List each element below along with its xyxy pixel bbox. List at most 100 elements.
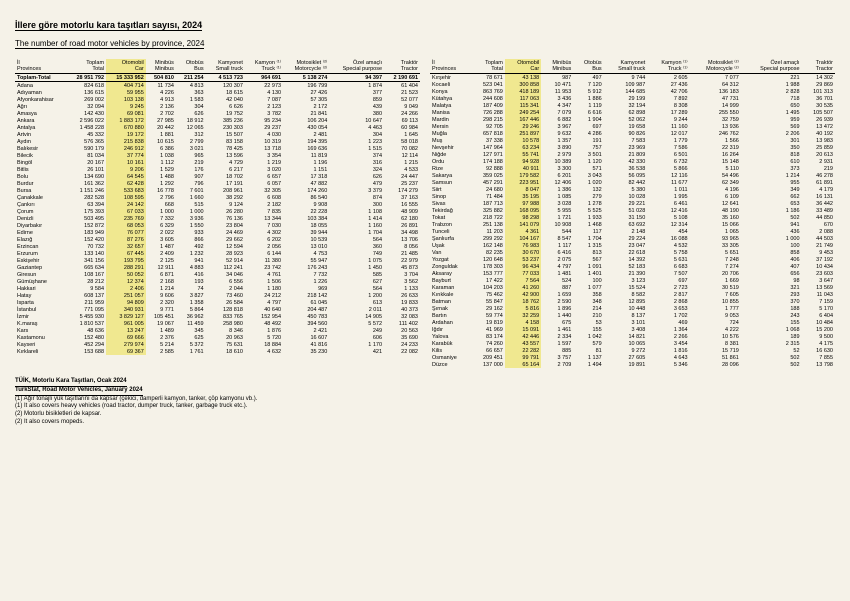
table-cell: 771 095 (66, 306, 106, 313)
table-cell: 66 657 (471, 347, 504, 354)
table-cell: 21 523 (384, 89, 420, 96)
table-cell: Kırıkkale (430, 291, 471, 298)
table-cell: 17 289 (647, 109, 689, 116)
table-row: Nevşehir147 96463 2343 89075723 9697 586… (430, 144, 835, 151)
table-cell: 1 223 (329, 138, 384, 145)
table-cell: 76 136 (206, 215, 245, 222)
table-cell: 349 (741, 186, 802, 193)
table-cell: 1 151 (283, 166, 329, 173)
table-cell: 14 999 (690, 102, 741, 109)
table-cell: 2 979 (541, 151, 573, 158)
table-cell: 2 136 (146, 103, 176, 110)
table-cell: 7 332 (146, 215, 176, 222)
table-cell: 3 562 (384, 278, 420, 285)
table-cell: 1 488 (146, 173, 176, 180)
table-cell: 221 (741, 74, 802, 82)
table-cell: 6 657 (245, 173, 283, 180)
table-row: Antalya1 458 228670 88020 44212 065230 3… (15, 124, 420, 131)
table-cell: 90 826 (604, 130, 648, 137)
table-cell: 358 (573, 291, 603, 298)
table-cell: Sinop (430, 193, 471, 200)
table-cell: 24 266 (384, 110, 420, 117)
table-cell: 77 033 (505, 270, 541, 277)
table-cell: 7 586 (647, 144, 689, 151)
table-cell: Denizli (15, 215, 66, 222)
table-cell: 62 898 (604, 109, 648, 116)
table-cell: 544 (541, 228, 573, 235)
table-cell: 3 704 (384, 271, 420, 278)
table-cell: Ardahan (430, 319, 471, 326)
table-cell: 13 936 (690, 123, 741, 130)
table-cell: 564 (329, 285, 384, 292)
table-cell: 7 087 (245, 96, 283, 103)
table-cell: 625 (176, 334, 206, 341)
table-cell: 2 799 (176, 138, 206, 145)
table-cell: Kars (15, 327, 66, 334)
table-cell: 1 108 (329, 208, 384, 215)
table-cell: 279 974 (106, 341, 146, 348)
table-cell: 6 871 (146, 271, 176, 278)
table-cell: 7 732 (283, 271, 329, 278)
table-cell: 5 108 (647, 214, 689, 221)
table-cell: 15 719 (690, 347, 741, 354)
table-cell: 48 909 (384, 208, 420, 215)
table-cell: 25 859 (802, 144, 835, 151)
footnote-line: (1) It also covers heavy vehicles (road … (15, 403, 247, 409)
table-row: Bilecik81 03437 7741 03896513 5963 35411… (15, 152, 420, 159)
table-cell: 8 056 (384, 243, 420, 250)
table-cell: 325 882 (471, 207, 504, 214)
table-cell: 27 426 (283, 89, 329, 96)
table-cell: 15 066 (690, 221, 741, 228)
table-cell: 2 723 (647, 284, 689, 291)
table-row: Iğdır41 96915 0911 4611553 4081 3644 222… (430, 326, 835, 333)
table-cell: 1 315 (573, 242, 603, 249)
table-cell: 3 101 (604, 319, 648, 326)
table-cell: 2 125 (146, 257, 176, 264)
table-cell: 23 047 (604, 242, 648, 249)
table-cell: 6 057 (245, 180, 283, 187)
table-cell: 167 446 (505, 116, 541, 123)
table-row: Karabük74 26043 5571 59757910 0653 4548 … (430, 340, 835, 347)
table-cell: 16 607 (283, 334, 329, 341)
table-cell: 6 683 (647, 263, 689, 270)
table-cell: 6 556 (206, 278, 245, 285)
table-cell: 16 555 (384, 201, 420, 208)
table-cell: 41 969 (471, 326, 504, 333)
table-cell: 147 964 (471, 144, 504, 151)
table-cell: 12 406 (541, 179, 573, 186)
table-cell: 454 (647, 228, 689, 235)
table-cell: 2 022 (146, 229, 176, 236)
table-cell: 93 965 (690, 235, 741, 242)
table-cell: Niğde (430, 151, 471, 158)
table-cell: 359 025 (471, 172, 504, 179)
table-cell: 269 002 (66, 96, 106, 103)
table-cell: 523 041 (471, 81, 504, 88)
table-cell: 345 (176, 327, 206, 334)
table-cell: 2 702 (146, 110, 176, 117)
table-cell: 99 791 (505, 354, 541, 361)
table-cell: 22 618 (604, 249, 648, 256)
table-cell: 6 461 (647, 200, 689, 207)
table-cell: 211 959 (66, 299, 106, 306)
table-cell: 363 (176, 89, 206, 96)
table-cell: Bayburt (430, 277, 471, 284)
table-cell: 11 734 (146, 82, 176, 90)
table-cell: 7 248 (690, 256, 741, 263)
table-cell: 155 (741, 319, 802, 326)
table-cell: 1 704 (573, 235, 603, 242)
table-cell: 887 (541, 284, 573, 291)
table-cell: 244 608 (471, 95, 504, 102)
table-cell: 1 364 (647, 326, 689, 333)
table-cell: 653 (741, 200, 802, 207)
table-cell: 1 779 (647, 137, 689, 144)
table-cell: 941 (176, 257, 206, 264)
table-cell: 132 (573, 186, 603, 193)
table-cell: 211 254 (176, 74, 206, 82)
table-cell: 1 042 (573, 333, 603, 340)
col-header: Motosiklet ⁽²⁾Motorcycle ⁽²⁾ (690, 59, 741, 74)
table-cell: 13 706 (384, 236, 420, 243)
table-cell: 670 (802, 221, 835, 228)
table-cell: 4 030 (245, 131, 283, 138)
table-cell: 63 394 (66, 201, 106, 208)
table-row: Muş37 33810 5781 3571917 5831 7791 56630… (430, 137, 835, 144)
